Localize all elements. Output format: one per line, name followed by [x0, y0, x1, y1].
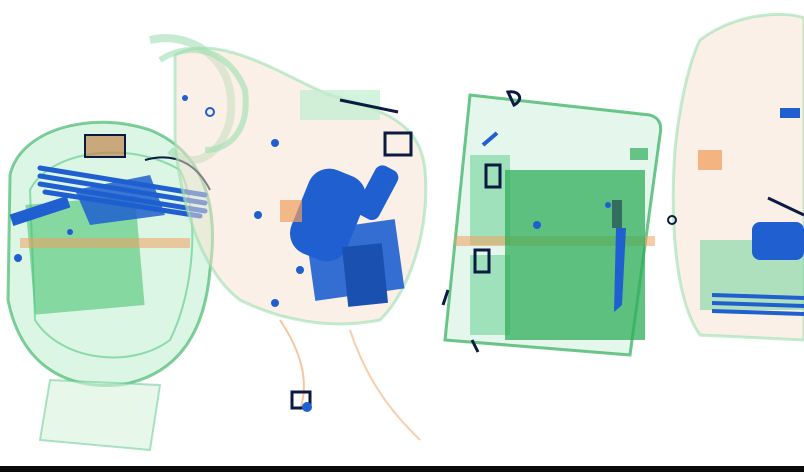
case-center: [441, 90, 663, 357]
backpack-middle: [158, 46, 428, 441]
metal-objects: [289, 165, 405, 307]
backpack-left: [6, 34, 236, 452]
scanner-edge: [0, 466, 804, 472]
knife: [612, 200, 626, 312]
backpack-right: [667, 12, 804, 342]
